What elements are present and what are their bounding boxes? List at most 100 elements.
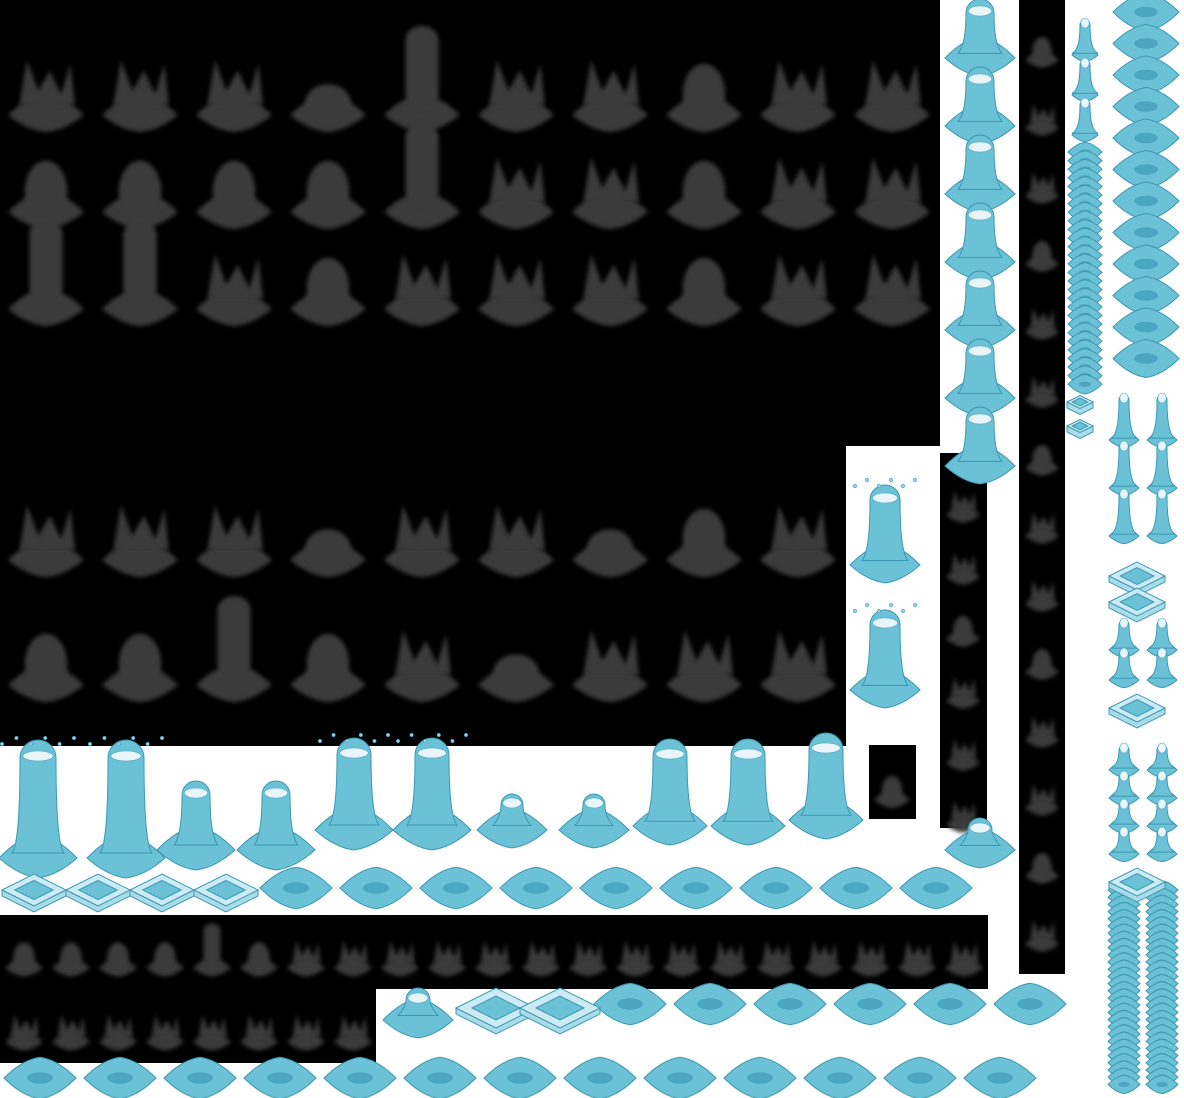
shadow-frame (290, 529, 366, 578)
strip-shadow-frame (1025, 445, 1059, 476)
fountain-frame-column (944, 0, 1016, 77)
pool-tile (993, 982, 1067, 1026)
shadow-frame (384, 254, 460, 327)
strip-shadow-frame (946, 490, 980, 523)
fountain-frame-tiny (1146, 488, 1178, 545)
shadow-frame (290, 633, 366, 703)
shadow-frame-small (146, 1014, 184, 1051)
corner-tile-mini (1107, 693, 1167, 729)
shadow-frame (102, 220, 178, 327)
pool-tile (419, 866, 493, 910)
pool-tile (803, 1056, 877, 1098)
pool-tile (833, 982, 907, 1026)
shadow-frame-small (616, 940, 654, 977)
shadow-frame (196, 505, 272, 578)
pool-tile (739, 866, 813, 910)
shadow-frame-small (146, 942, 184, 977)
shadow-frame (572, 529, 648, 578)
shadow-frame-small (569, 940, 607, 977)
shadow-frame (478, 157, 554, 230)
shadow-frame (384, 123, 460, 230)
pool-tile (163, 1056, 237, 1098)
shadow-frame (572, 630, 648, 703)
strip-shadow-frame (1025, 241, 1059, 272)
fountain-frame (558, 793, 630, 849)
shadow-frame (8, 505, 84, 578)
pool-tile (579, 866, 653, 910)
strip-shadow-frame (1025, 37, 1059, 68)
shadow-panel-right-strip (1019, 0, 1065, 974)
pool-tile-column (1112, 338, 1180, 379)
fountain-frame-large (849, 602, 921, 709)
shadow-frame-small (52, 1014, 90, 1051)
shadow-frame (666, 508, 742, 578)
pool-tile-column (1112, 55, 1180, 95)
shadow-frame (760, 505, 836, 578)
corner-tile (0, 873, 68, 913)
shadow-frame (666, 63, 742, 133)
pool-tile-column (1112, 0, 1180, 32)
pool-tile (243, 1056, 317, 1098)
shadow-frame (478, 505, 554, 578)
shadow-frame (854, 60, 930, 133)
strip-shadow-frame (1025, 853, 1059, 884)
pool-tile (819, 866, 893, 910)
shadow-frame (854, 157, 930, 230)
shadow-frame (760, 630, 836, 703)
shadow-frame (196, 596, 272, 703)
shadow-frame-small (193, 1014, 231, 1051)
corner-tile-mini (1107, 867, 1167, 903)
shadow-frame-small (522, 940, 560, 977)
shadow-frame-small (757, 940, 795, 977)
shadow-frame (666, 257, 742, 327)
shadow-frame (478, 254, 554, 327)
shadow-frame (572, 254, 648, 327)
shadow-frame-small (334, 1014, 372, 1051)
corner-tile (518, 987, 602, 1035)
pool-tile (753, 982, 827, 1026)
fountain-frame-tiny (1108, 440, 1140, 497)
shadow-frame-small (710, 940, 748, 977)
pool-tile (673, 982, 747, 1026)
shadow-frame-small (5, 942, 43, 977)
strip-shadow-frames (946, 37, 1059, 952)
fountain-frame-tiny (1146, 647, 1178, 689)
shadow-frame-small (663, 940, 701, 977)
shadow-frame-small (475, 940, 513, 977)
fountain-frame-tiny (1108, 826, 1140, 863)
strip-shadow-frame (1025, 783, 1059, 816)
fountain-frame (392, 732, 472, 851)
fountain-frame-tiny (1146, 440, 1178, 497)
shadow-frame (478, 654, 554, 703)
strip-shadow-frame (946, 552, 980, 585)
fountain-frame-column (944, 270, 1016, 349)
pool-tile-column (1112, 149, 1180, 190)
fountain-frame-tiny (1071, 97, 1099, 143)
shadow-frame (290, 160, 366, 230)
shadow-frame-small (240, 1014, 278, 1051)
strip-shadow-frame (1025, 307, 1059, 340)
fountain-frame-tiny (1071, 17, 1099, 63)
fountain-frame-column (944, 66, 1016, 145)
shadow-frame (290, 84, 366, 133)
shadow-frame (102, 60, 178, 133)
strip-shadow-frame (1025, 579, 1059, 612)
fountain-frame-tiny (1146, 742, 1178, 779)
pool-tile (899, 866, 973, 910)
fountain-frame-tiny (1071, 57, 1099, 103)
corner-tile (128, 873, 196, 913)
shadow-frame (290, 257, 366, 327)
shadow-frame (8, 633, 84, 703)
shadow-frame-small (52, 942, 90, 977)
fountain-frame-tiny (1146, 392, 1178, 449)
fountain-frame-tiny (1108, 392, 1140, 449)
shadow-frame-small (804, 940, 842, 977)
fountain-frame (236, 780, 316, 871)
fountain-frame (476, 793, 548, 849)
shadow-frame (102, 505, 178, 578)
shadow-frame (666, 630, 742, 703)
shadow-frame-small (99, 1014, 137, 1051)
shadow-frame (760, 157, 836, 230)
pool-tile (643, 1056, 717, 1098)
strip-shadow-frame (946, 676, 980, 709)
